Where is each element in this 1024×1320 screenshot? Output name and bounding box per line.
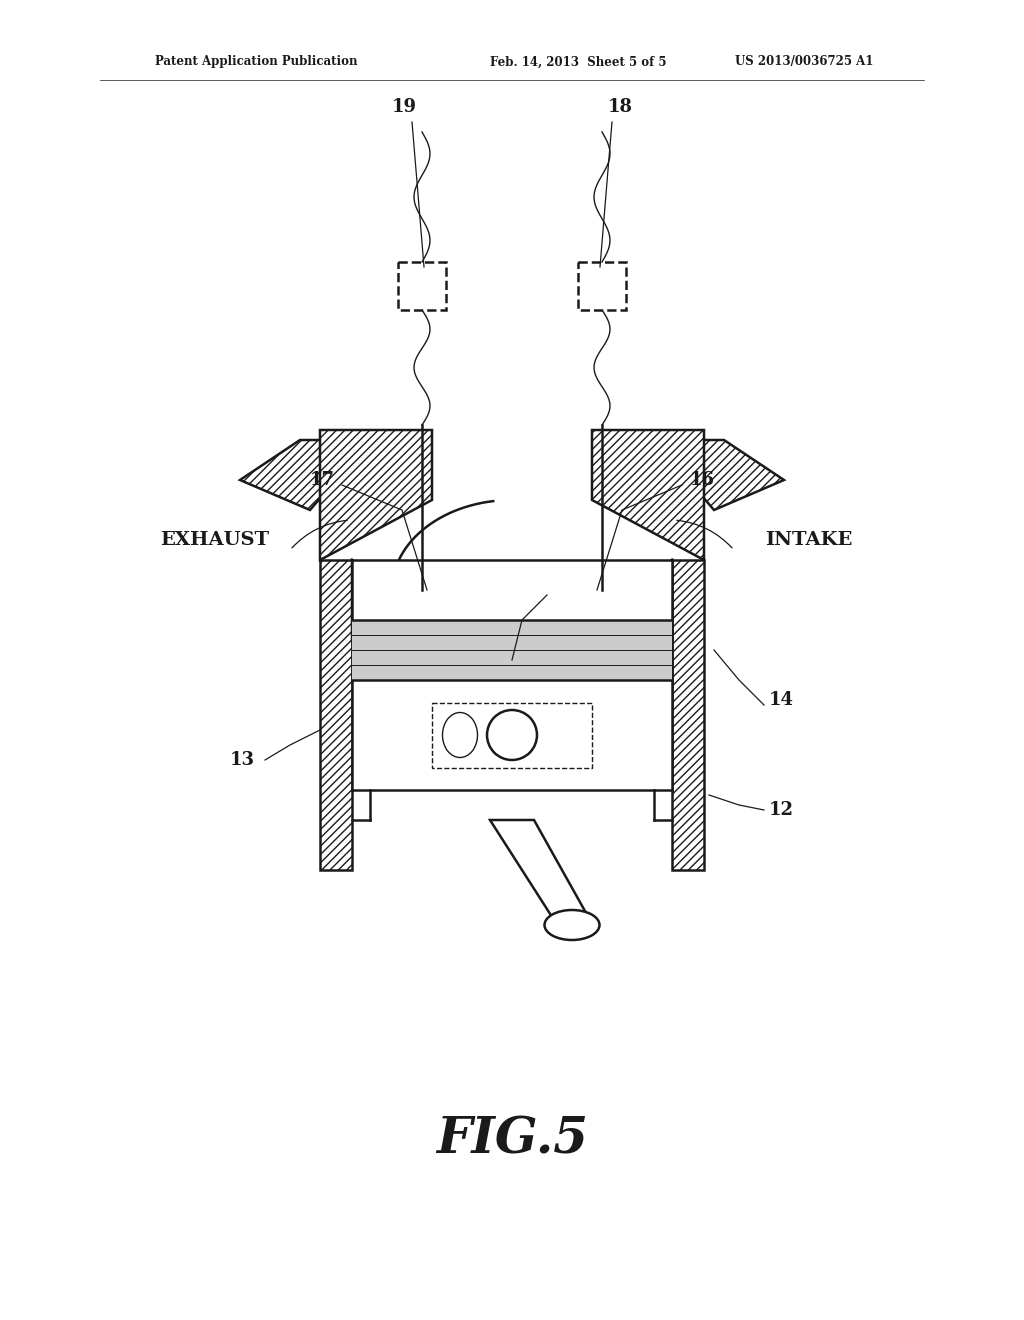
Text: 17: 17 [309, 471, 335, 488]
Text: FIG.5: FIG.5 [436, 1115, 588, 1164]
Ellipse shape [442, 713, 477, 758]
Polygon shape [240, 440, 370, 510]
Bar [578, 261, 626, 310]
Polygon shape [319, 430, 432, 560]
Bar [319, 560, 352, 870]
Bar [398, 261, 446, 310]
Circle shape [487, 710, 537, 760]
Text: 15: 15 [554, 581, 580, 599]
Bar [319, 560, 352, 870]
FancyArrowPatch shape [292, 520, 347, 548]
Text: 14: 14 [769, 690, 794, 709]
Text: 16: 16 [689, 471, 715, 488]
Bar [672, 560, 705, 870]
Text: 12: 12 [769, 801, 794, 818]
Text: INTAKE: INTAKE [765, 531, 853, 549]
Text: 18: 18 [607, 98, 633, 116]
Bar [352, 560, 672, 789]
Bar [352, 620, 672, 680]
Ellipse shape [545, 909, 599, 940]
Polygon shape [352, 560, 482, 671]
Text: 19: 19 [391, 98, 417, 116]
Bar [432, 702, 592, 767]
Text: Feb. 14, 2013  Sheet 5 of 5: Feb. 14, 2013 Sheet 5 of 5 [490, 55, 667, 69]
FancyArrowPatch shape [677, 520, 732, 548]
Text: EXHAUST: EXHAUST [161, 531, 269, 549]
Polygon shape [592, 430, 705, 560]
Text: 13: 13 [230, 751, 255, 770]
Text: Patent Application Publication: Patent Application Publication [155, 55, 357, 69]
Bar [672, 560, 705, 870]
Polygon shape [490, 820, 590, 920]
Polygon shape [542, 560, 672, 671]
Text: US 2013/0036725 A1: US 2013/0036725 A1 [735, 55, 873, 69]
Polygon shape [654, 440, 784, 510]
